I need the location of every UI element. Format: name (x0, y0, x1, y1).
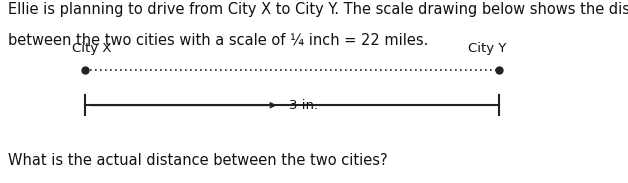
Text: What is the actual distance between the two cities?: What is the actual distance between the … (8, 153, 387, 168)
Text: Ellie is planning to drive from City X to City Y. The scale drawing below shows : Ellie is planning to drive from City X t… (8, 2, 628, 17)
Text: between the two cities with a scale of ¼ inch = 22 miles.: between the two cities with a scale of ¼… (8, 33, 428, 48)
Text: City X: City X (72, 42, 112, 55)
Text: City Y: City Y (468, 42, 506, 55)
Text: 3 in.: 3 in. (289, 99, 318, 112)
